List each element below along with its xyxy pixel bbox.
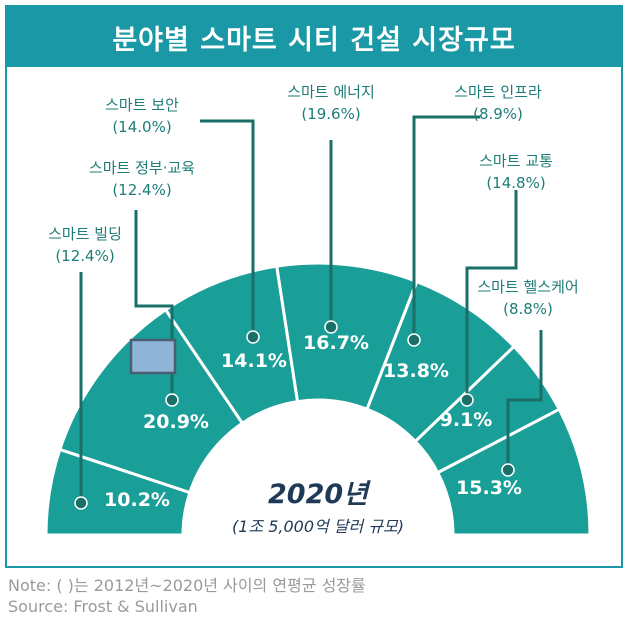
center-size-label: (1조 5,000억 달러 규모)	[232, 517, 404, 536]
leader-line-5	[412, 115, 480, 340]
leader-dot-6	[460, 393, 474, 407]
growth-label-7: (8.8%)	[503, 300, 553, 318]
category-label-7: 스마트 헬스케어	[477, 278, 578, 296]
category-label-3: 스마트 보안	[105, 96, 179, 114]
leader-dot-1	[74, 496, 88, 510]
value-label-7: 15.3%	[456, 477, 522, 499]
growth-label-2: (12.4%)	[112, 181, 171, 199]
leader-line-7	[506, 330, 543, 470]
leader-dot-5	[407, 333, 421, 347]
growth-label-3: (14.0%)	[112, 118, 171, 136]
growth-label-5: (8.9%)	[473, 105, 523, 123]
half-donut-chart: 스마트 빌딩 (12.4%) 10.2% 스마트 정부·교육 (12.4%) 20.9% 스…	[44, 83, 592, 537]
value-label-5: 13.8%	[383, 360, 449, 382]
leader-dot-2	[165, 393, 179, 407]
value-label-3: 14.1%	[221, 350, 287, 372]
leader-dot-3	[246, 330, 260, 344]
category-label-2: 스마트 정부·교육	[89, 159, 195, 177]
leader-line-6	[465, 190, 518, 400]
growth-label-4: (19.6%)	[301, 105, 360, 123]
footnote-note: Note: ( )는 2012년~2020년 사이의 연평균 성장률	[8, 576, 366, 595]
value-label-6: 9.1%	[440, 409, 493, 431]
highlight-marker	[129, 338, 177, 375]
value-label-4: 16.7%	[303, 332, 369, 354]
leader-dot-7	[501, 463, 515, 477]
center-year-label: 2020년	[268, 479, 371, 510]
value-label-1: 10.2%	[104, 489, 170, 511]
category-label-4: 스마트 에너지	[287, 83, 375, 101]
growth-label-1: (12.4%)	[55, 247, 114, 265]
leader-line-3	[200, 119, 255, 337]
footnote-source: Source: Frost & Sullivan	[8, 597, 198, 616]
leader-dot-4	[324, 320, 338, 334]
category-label-5: 스마트 인프라	[454, 83, 542, 101]
value-label-2: 20.9%	[143, 411, 209, 433]
growth-label-6: (14.8%)	[486, 174, 545, 192]
category-label-6: 스마트 교통	[479, 152, 553, 170]
category-label-1: 스마트 빌딩	[48, 225, 122, 243]
chart-title: 분야별 스마트 시티 건설 시장규모	[7, 7, 621, 67]
